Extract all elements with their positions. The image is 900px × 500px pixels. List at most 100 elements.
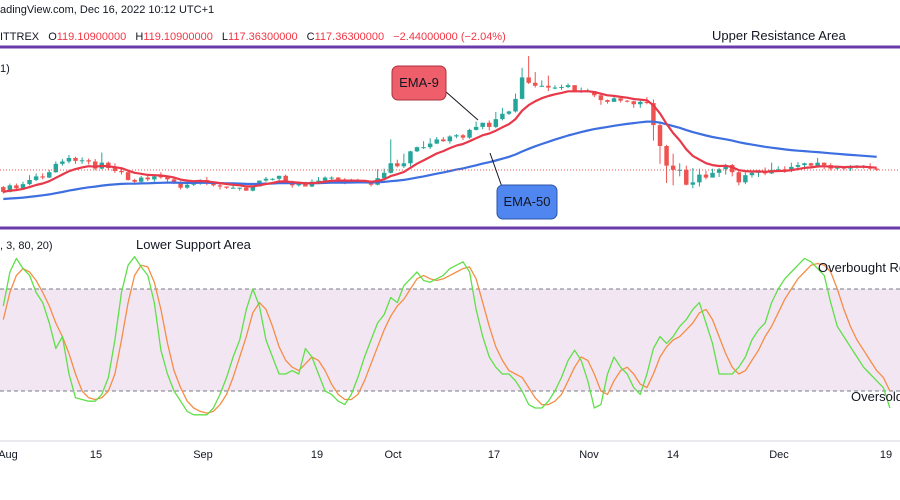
candle [795,162,801,169]
ema50-label-box [496,184,558,220]
candle [460,134,466,141]
candle [421,141,426,149]
candle [270,178,275,181]
candle [677,163,682,177]
candle [638,100,643,108]
candle [92,159,98,171]
candle [237,187,242,191]
candle [670,153,676,186]
main-pane-params: 1) [0,63,10,75]
candle [539,80,545,87]
overbought-label: Overbought Re [818,260,900,275]
close-value: 117.36300000 [314,31,385,43]
candle [513,93,518,113]
candle [473,121,479,131]
candle [684,165,689,186]
candle [716,168,722,177]
candle [506,110,512,115]
symbol-fragment: ITTREX [0,31,40,43]
candle [487,120,492,131]
candle [703,171,709,180]
high-value: 119.10900000 [143,31,213,43]
candle [657,123,663,164]
candle [559,84,564,90]
oversold-label: Oversold [851,389,900,404]
candle [749,171,755,178]
low-value: 117.36300000 [228,31,298,43]
x-tick-label: 17 [488,449,500,461]
candle [408,150,413,167]
candle [125,171,131,181]
candle [40,173,45,180]
close-label: C [306,31,315,43]
ema50-label: EMA-50 [504,194,551,209]
candle [552,85,558,90]
candle [329,176,334,180]
candle [119,168,124,175]
candle [86,158,91,165]
candle [565,83,571,89]
candle [598,93,604,105]
candle [519,67,525,100]
candle [33,173,39,182]
x-tick-label: 19 [880,449,892,461]
candle [736,169,742,186]
candle [467,128,472,139]
candle [697,168,702,187]
candle [79,157,85,164]
candle [618,98,623,103]
candle [500,107,505,121]
candle [710,168,715,178]
candle [532,72,538,88]
candle [815,157,820,167]
low-label: L [221,31,229,43]
x-tick-label: Nov [579,449,599,461]
candle [493,112,499,129]
ema9-callout: EMA-9 [391,65,479,121]
candle [47,169,52,179]
high-label: H [135,31,144,43]
ema50-line [3,120,877,201]
candle [546,75,551,92]
x-tick-label: Oct [384,449,401,461]
candle [263,176,269,182]
x-tick-label: 15 [90,449,102,461]
candle [480,122,485,130]
candle [138,175,144,183]
candle [316,176,321,183]
x-tick-label: Aug [0,449,18,461]
x-tick-label: Sep [193,449,213,461]
candle [427,138,433,149]
candle [165,176,170,183]
stoch-k-line [2,256,891,416]
candle [454,134,459,139]
ema9-label-box [391,65,447,101]
change-value: −2.44000000 (−2.04%) [393,31,506,43]
open-label: O [48,31,57,43]
chart-header-ohlc: ITTREX O119.10900000 H119.10900000 L117.… [0,31,506,43]
candle [73,156,78,164]
chart-header-source: adingView.com, Dec 16, 2022 10:12 UTC+1 [0,4,215,16]
candle [145,175,150,182]
candle [283,174,288,182]
candle [217,183,223,190]
candle [605,99,610,104]
x-tick-label: 14 [667,449,679,461]
candle [611,96,617,102]
candle [322,176,328,182]
candle [60,159,65,166]
candle [414,146,420,152]
candle [224,186,229,189]
candle [276,175,282,181]
candle [447,135,453,144]
stoch-band [0,289,900,391]
candle [401,153,407,169]
candle [664,144,669,183]
candle [743,172,748,185]
candle [395,159,400,168]
candle [526,55,531,84]
candle [441,137,446,142]
x-tick-label: 19 [311,449,323,461]
candle [53,161,59,173]
